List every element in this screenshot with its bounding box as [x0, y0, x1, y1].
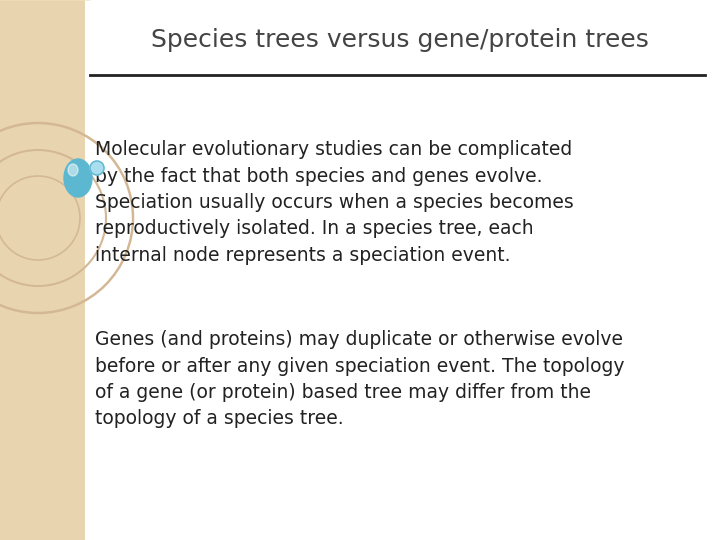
- Bar: [0, 0, 85, 540]
- Text: Molecular evolutionary studies can be complicated
by the fact that both species : Molecular evolutionary studies can be co…: [95, 140, 574, 265]
- Text: Genes (and proteins) may duplicate or otherwise evolve
before or after any given: Genes (and proteins) may duplicate or ot…: [95, 330, 624, 429]
- Circle shape: [90, 161, 104, 175]
- Text: Species trees versus gene/protein trees: Species trees versus gene/protein trees: [151, 28, 649, 52]
- Ellipse shape: [64, 159, 92, 197]
- Ellipse shape: [68, 164, 78, 176]
